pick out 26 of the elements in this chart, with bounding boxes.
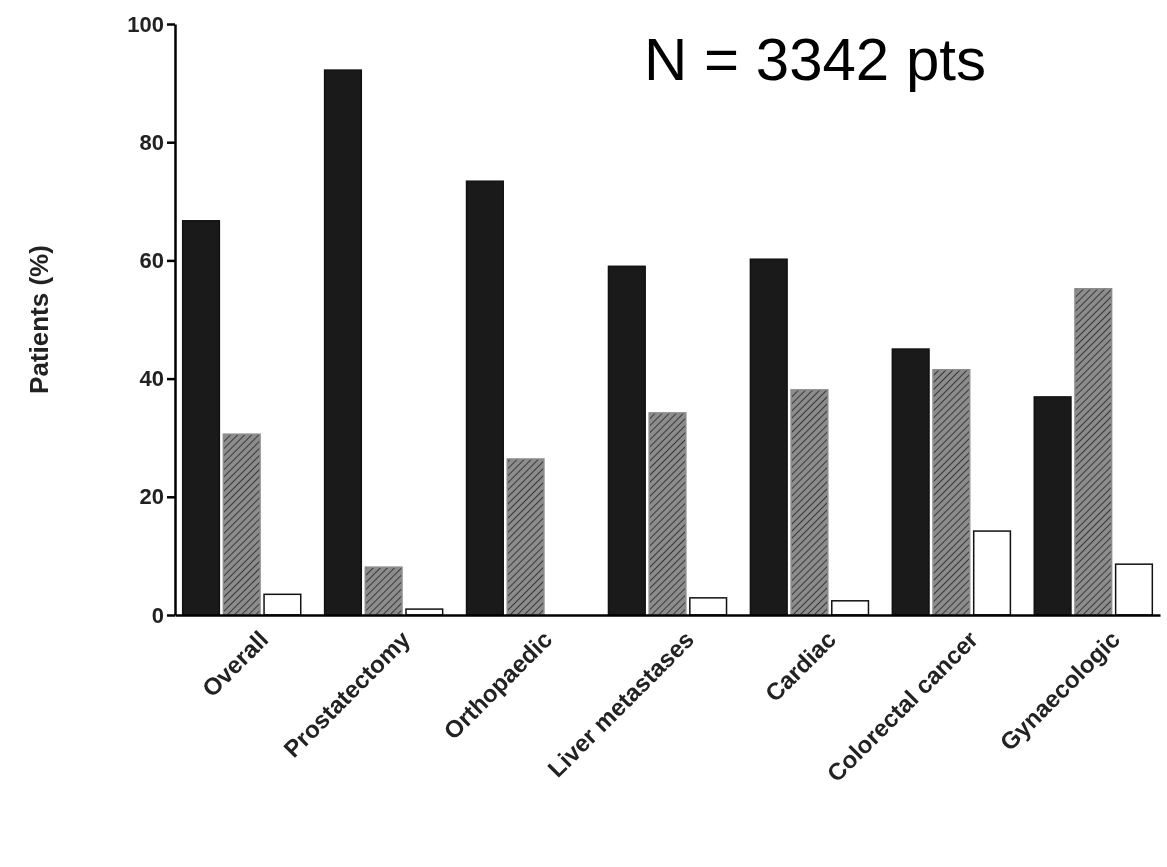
bar bbox=[1033, 396, 1072, 616]
y-axis-title: Patients (%) bbox=[24, 245, 54, 394]
annotation: N = 3342 pts bbox=[644, 26, 986, 93]
bar bbox=[972, 530, 1012, 616]
bar bbox=[749, 258, 788, 616]
bar bbox=[1114, 563, 1154, 616]
y-tick-label: 20 bbox=[139, 484, 164, 510]
bar bbox=[323, 69, 363, 616]
y-tick-label: 40 bbox=[139, 366, 164, 392]
y-tick-label: 60 bbox=[139, 247, 164, 273]
bar bbox=[790, 389, 829, 616]
bar bbox=[364, 566, 403, 616]
bar bbox=[689, 597, 728, 616]
bar bbox=[181, 220, 221, 616]
bar bbox=[465, 180, 504, 616]
y-tick-label: 80 bbox=[139, 129, 164, 155]
y-tick-label: 100 bbox=[127, 11, 164, 37]
bar bbox=[932, 368, 971, 616]
bar bbox=[263, 593, 302, 616]
bar bbox=[891, 348, 930, 616]
bar bbox=[607, 265, 646, 616]
y-tick-label: 0 bbox=[151, 602, 164, 628]
bar bbox=[222, 433, 261, 616]
bar bbox=[648, 412, 687, 616]
bar bbox=[1074, 288, 1113, 616]
bar bbox=[506, 458, 545, 616]
